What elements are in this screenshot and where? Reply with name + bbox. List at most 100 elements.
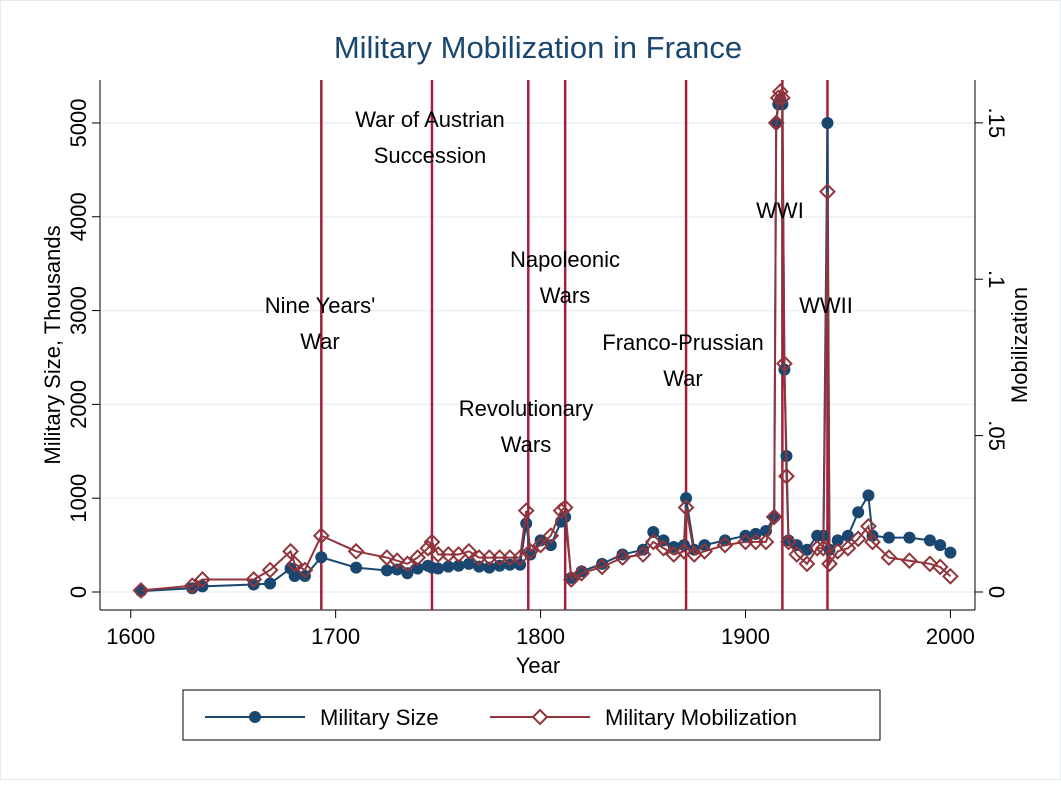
- point: [677, 499, 695, 516]
- y2-tick-label: .05: [984, 420, 1009, 451]
- point: [282, 542, 299, 560]
- legend-label: Military Size: [320, 705, 439, 730]
- point: [860, 517, 877, 535]
- point: [562, 571, 580, 588]
- point: [800, 543, 813, 556]
- point: [808, 539, 826, 557]
- point: [391, 563, 404, 576]
- annotation: Revolutionary: [459, 396, 594, 421]
- y-tick-label: 3000: [66, 286, 91, 335]
- point: [944, 546, 957, 559]
- x-tick-label: 1700: [311, 624, 360, 649]
- point: [821, 555, 838, 573]
- point: [765, 508, 783, 526]
- point: [778, 467, 795, 485]
- point: [882, 531, 895, 544]
- y2-axis-label: Mobilization: [1007, 287, 1032, 403]
- y-tick-label: 4000: [66, 192, 91, 241]
- point: [194, 571, 211, 588]
- point: [934, 539, 947, 552]
- x-tick-label: 2000: [926, 624, 975, 649]
- annotation: Napoleonic: [510, 247, 620, 272]
- point: [798, 555, 816, 573]
- point: [941, 567, 959, 585]
- point: [288, 570, 301, 583]
- point: [773, 89, 791, 107]
- point: [350, 561, 363, 574]
- point: [542, 527, 560, 545]
- point: [716, 536, 734, 554]
- point: [655, 539, 672, 557]
- point: [409, 549, 427, 566]
- point: [423, 533, 441, 551]
- y2-tick-label: .15: [984, 108, 1009, 139]
- point: [849, 530, 867, 548]
- point: [596, 557, 609, 570]
- point: [432, 562, 445, 575]
- point: [183, 577, 201, 595]
- point: [460, 542, 478, 560]
- annotation: Wars: [501, 432, 552, 457]
- point: [790, 539, 803, 552]
- point: [644, 533, 662, 551]
- point: [247, 578, 260, 591]
- point: [680, 492, 693, 505]
- point: [378, 549, 396, 566]
- point: [593, 558, 611, 576]
- point: [245, 571, 263, 588]
- point: [483, 561, 496, 574]
- point: [556, 499, 574, 516]
- point: [261, 561, 279, 579]
- point: [831, 534, 844, 547]
- point: [776, 355, 793, 373]
- annotation: Nine Years': [265, 293, 376, 318]
- x-axis-label: Year: [516, 653, 560, 678]
- point: [647, 525, 660, 538]
- point: [901, 552, 918, 570]
- point: [452, 559, 465, 572]
- point: [411, 562, 424, 575]
- point: [821, 116, 834, 129]
- point: [903, 531, 916, 544]
- point: [780, 533, 797, 551]
- chart-title: Military Mobilization in France: [334, 30, 742, 65]
- x-tick-label: 1800: [516, 624, 565, 649]
- y-tick-label: 2000: [66, 380, 91, 429]
- annotation: WWI: [756, 198, 804, 223]
- point: [634, 546, 652, 563]
- annotation: WWII: [799, 293, 853, 318]
- y-tick-label: 0: [66, 586, 91, 598]
- point: [388, 552, 406, 570]
- point: [675, 542, 693, 560]
- point: [264, 577, 277, 590]
- point: [511, 549, 529, 566]
- point: [552, 502, 570, 520]
- annotation: Franco-Prussian: [602, 330, 763, 355]
- point: [401, 567, 414, 580]
- point: [132, 582, 150, 599]
- point: [819, 183, 836, 201]
- point: [442, 560, 455, 573]
- annotation: War: [300, 329, 340, 354]
- y2-tick-label: .1: [984, 270, 1009, 288]
- point: [814, 539, 832, 557]
- point: [862, 489, 875, 502]
- point: [931, 558, 949, 576]
- point: [771, 83, 789, 100]
- y-axis-label: Military Size, Thousands: [40, 225, 65, 464]
- point: [286, 555, 304, 573]
- point: [312, 527, 330, 545]
- point: [923, 534, 936, 547]
- point: [380, 564, 393, 577]
- point: [473, 560, 486, 573]
- annotation: Wars: [540, 283, 591, 308]
- point: [398, 555, 416, 573]
- point: [852, 506, 865, 519]
- x-tick-label: 1900: [721, 624, 770, 649]
- point: [532, 536, 549, 554]
- point: [921, 555, 939, 573]
- point: [419, 539, 437, 557]
